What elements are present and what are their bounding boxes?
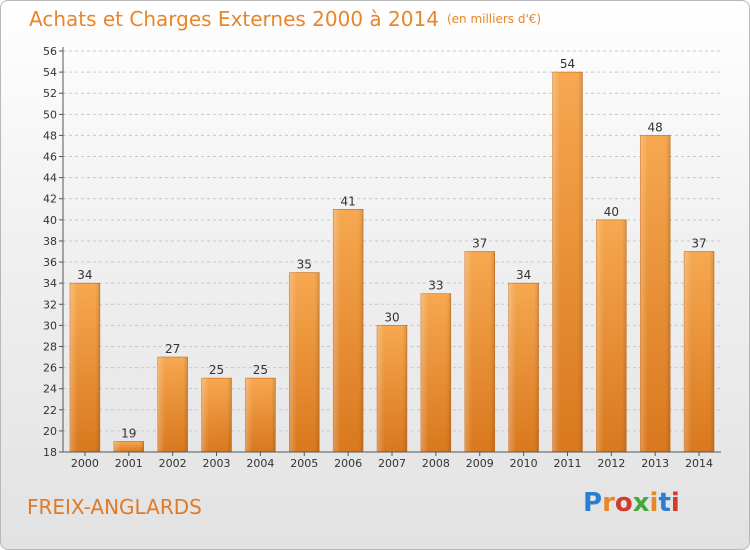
data-label: 40: [604, 205, 619, 219]
bar-shading: [640, 135, 671, 452]
data-label: 19: [121, 426, 136, 440]
chart-title: Achats et Charges Externes 2000 à 2014 (e…: [29, 7, 541, 31]
data-label: 34: [77, 268, 92, 282]
y-tick-label: 22: [43, 404, 57, 417]
bar-shading: [464, 251, 495, 452]
y-tick-label: 50: [43, 108, 57, 121]
x-tick-label: 2009: [466, 457, 494, 470]
bar-shading: [201, 378, 232, 452]
bar-shading: [333, 209, 364, 452]
bar-shading: [508, 283, 539, 452]
y-tick-label: 48: [43, 129, 57, 142]
bar-shading: [113, 441, 144, 452]
y-tick-label: 20: [43, 425, 57, 438]
x-tick-label: 2005: [290, 457, 318, 470]
data-label: 30: [384, 310, 399, 324]
bar-shading: [377, 325, 407, 452]
y-tick-label: 42: [43, 193, 57, 206]
bar-shading: [289, 272, 320, 452]
y-tick-label: 18: [43, 446, 57, 459]
logo-letter: t: [658, 488, 671, 518]
data-label: 33: [428, 279, 443, 293]
logo-letter: x: [632, 488, 650, 518]
x-tick-label: 2012: [597, 457, 625, 470]
data-label: 25: [209, 363, 224, 377]
y-tick-label: 32: [43, 298, 57, 311]
proxiti-logo[interactable]: Proxiti: [583, 488, 680, 518]
y-tick-label: 26: [43, 362, 57, 375]
bar-shading: [245, 378, 276, 452]
data-label: 48: [648, 120, 663, 134]
data-label: 37: [691, 237, 706, 251]
y-tick-label: 54: [43, 66, 57, 79]
commune-name: FREIX-ANGLARDS: [27, 495, 202, 519]
x-tick-label: 2003: [203, 457, 231, 470]
bar-shading: [684, 251, 714, 452]
x-tick-label: 2004: [246, 457, 274, 470]
y-tick-label: 34: [43, 277, 57, 290]
data-label: 41: [340, 194, 355, 208]
x-tick-label: 2001: [115, 457, 143, 470]
bar-shading: [596, 219, 627, 452]
axes: 18 20 22 24 26 28 30 32 34 36 38 40 42 44 46 48 50 52 54 56…: [43, 45, 721, 470]
x-tick-label: 2007: [378, 457, 406, 470]
x-tick-label: 2011: [553, 457, 581, 470]
y-tick-label: 56: [43, 45, 57, 58]
y-tick-label: 36: [43, 256, 57, 269]
y-tick-label: 38: [43, 235, 57, 248]
bar-shading: [70, 283, 100, 452]
bars: 34 19 27 25 25 35 41 30 33 37 34 54 40 48 37: [69, 57, 715, 453]
chart-unit: (en milliers d'€): [446, 12, 542, 26]
data-label: 25: [253, 363, 268, 377]
x-tick-label: 2002: [159, 457, 187, 470]
x-tick-label: 2008: [422, 457, 450, 470]
x-tick-label: 2000: [71, 457, 99, 470]
bar-shading: [552, 72, 583, 453]
logo-letter: o: [614, 488, 633, 518]
y-tick-label: 52: [43, 87, 57, 100]
y-tick-label: 28: [43, 340, 57, 353]
bar-shading: [157, 357, 188, 452]
logo-letter: i: [649, 488, 659, 518]
data-label: 37: [472, 237, 487, 251]
x-tick-label: 2013: [641, 457, 669, 470]
x-tick-label: 2006: [334, 457, 362, 470]
data-label: 34: [516, 268, 531, 282]
y-tick-label: 30: [43, 319, 57, 332]
data-label: 54: [560, 57, 575, 71]
data-label: 35: [297, 258, 312, 272]
y-tick-label: 40: [43, 214, 57, 227]
data-label: 27: [165, 342, 180, 356]
logo-letter: P: [583, 488, 603, 518]
y-tick-label: 44: [43, 172, 57, 185]
x-tick-label: 2014: [685, 457, 713, 470]
chart-title-text: Achats et Charges Externes 2000 à 2014: [29, 7, 439, 31]
logo-letter: i: [670, 488, 680, 518]
y-tick-label: 46: [43, 151, 57, 164]
y-tick-label: 24: [43, 383, 57, 396]
x-tick-label: 2010: [510, 457, 538, 470]
bar-shading: [420, 293, 451, 452]
logo-letter: r: [602, 488, 615, 518]
